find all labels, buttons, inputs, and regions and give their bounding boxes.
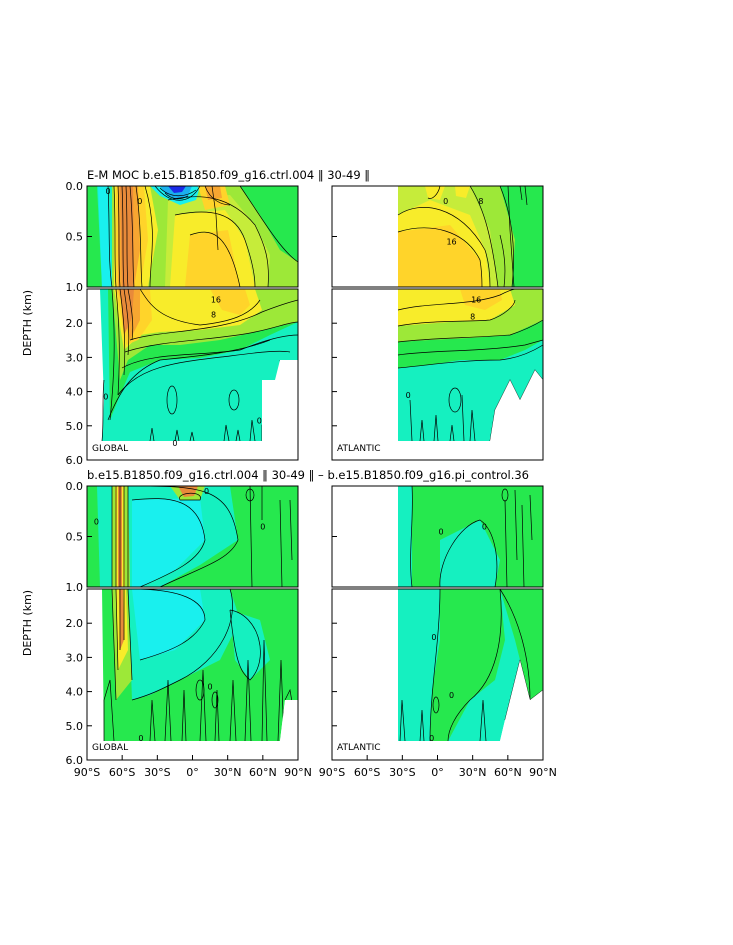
x-tick-label: 30°S — [144, 766, 170, 779]
region-label-global-diff: GLOBAL — [92, 743, 128, 753]
y-tick-label: 2.0 — [66, 617, 84, 630]
ylabel-top: DEPTH (km) — [21, 290, 34, 356]
contour-label: 16 — [471, 295, 481, 304]
y-tick-label: 5.0 — [66, 720, 84, 733]
x-tick-label: 30°N — [459, 766, 487, 779]
y-tick-label: 3.0 — [66, 351, 84, 364]
y-tick-label: 2.0 — [66, 317, 84, 330]
region-label-atlantic-diff: ATLANTIC — [337, 743, 381, 753]
axes-layer: 0.0 0.5 1.0 2.0 3.0 4.0 5.0 6.0 0.0 0.5 1.0 2.0 3.0 4… — [66, 180, 557, 779]
contour-label: 8 — [478, 197, 483, 206]
y-tick-label: 3.0 — [66, 651, 84, 664]
contour-label: 8 — [211, 311, 216, 320]
y-tick-label: 0.5 — [66, 531, 84, 544]
y-tick-label: 1.0 — [66, 581, 84, 594]
x-tick-label: 60°S — [354, 766, 380, 779]
contour-label: 0 — [204, 487, 209, 496]
y-tick-label: 6.0 — [66, 754, 84, 767]
contour-label: 8 — [470, 312, 475, 321]
contour-label: 0 — [449, 691, 454, 700]
contour-label: 0 — [438, 527, 443, 536]
x-tick-label: 60°S — [109, 766, 135, 779]
panel-atlantic-difference: ATLANTIC — [331, 485, 544, 761]
atlantic-control-upper-field — [332, 186, 543, 287]
contour-label: 0 — [172, 439, 177, 448]
contour-label: 16 — [211, 295, 221, 304]
region-label-atlantic: ATLANTIC — [337, 444, 381, 454]
y-tick-label: 1.0 — [66, 281, 84, 294]
x-tick-label: 90°N — [284, 766, 312, 779]
x-tick-label: 60°N — [494, 766, 522, 779]
contour-label: 0 — [260, 522, 265, 531]
contour-label-layer: 16 8 0 0 0 0 0 16 16 8 0 8 0 0 0 0 0 0 0 0 0 0 0 — [94, 187, 487, 743]
y-tick-label: 6.0 — [66, 454, 84, 467]
contour-label: 0 — [94, 517, 99, 526]
x-tick-label: 90°N — [529, 766, 557, 779]
contour-label: 0 — [429, 734, 434, 743]
figure-title-bottom: b.e15.B1850.f09_g16.ctrl.004 ‖ 30-49 ‖ –… — [87, 468, 529, 482]
figure-title-top: E-M MOC b.e15.B1850.f09_g16.ctrl.004 ‖ 3… — [87, 168, 370, 182]
x-tick-label: 0° — [186, 766, 199, 779]
y-tick-label: 0.5 — [66, 231, 84, 244]
contour-label: 0 — [406, 391, 411, 400]
x-tick-label: 90°S — [319, 766, 345, 779]
contour-label: 0 — [482, 522, 487, 531]
contour-label: 0 — [103, 393, 108, 402]
global-control-lower-field — [87, 289, 298, 460]
y-tick-label: 4.0 — [66, 686, 84, 699]
atlantic-difference-lower-field — [332, 589, 543, 760]
contour-label: 0 — [443, 197, 448, 206]
y-tick-label: 0.0 — [66, 180, 84, 193]
y-tick-label: 5.0 — [66, 420, 84, 433]
contour-label: 0 — [257, 417, 262, 426]
contour-label: 0 — [137, 197, 142, 206]
y-tick-label: 4.0 — [66, 386, 84, 399]
x-tick-label: 90°S — [74, 766, 100, 779]
contour-label: 0 — [138, 734, 143, 743]
atlantic-difference-upper-field — [332, 486, 543, 587]
contour-label: 0 — [431, 633, 436, 642]
x-tick-label: 30°S — [389, 766, 415, 779]
ylabel-bottom: DEPTH (km) — [21, 590, 34, 656]
panel-global-difference: GLOBAL — [86, 485, 299, 761]
contour-label: 0 — [106, 187, 111, 196]
atlantic-control-lower-field — [332, 289, 543, 460]
region-label-global: GLOBAL — [92, 444, 128, 454]
global-control-upper-field — [87, 186, 298, 287]
global-difference-upper-field — [87, 486, 298, 587]
contour-label: 0 — [208, 682, 213, 691]
x-tick-label: 0° — [431, 766, 444, 779]
global-difference-lower-field — [87, 589, 298, 760]
panel-global-control: GLOBAL — [86, 185, 299, 461]
y-tick-label: 0.0 — [66, 480, 84, 493]
x-tick-label: 60°N — [249, 766, 277, 779]
panel-atlantic-control: ATLANTIC — [331, 185, 544, 461]
contour-label: 16 — [446, 238, 456, 247]
x-tick-label: 30°N — [214, 766, 242, 779]
